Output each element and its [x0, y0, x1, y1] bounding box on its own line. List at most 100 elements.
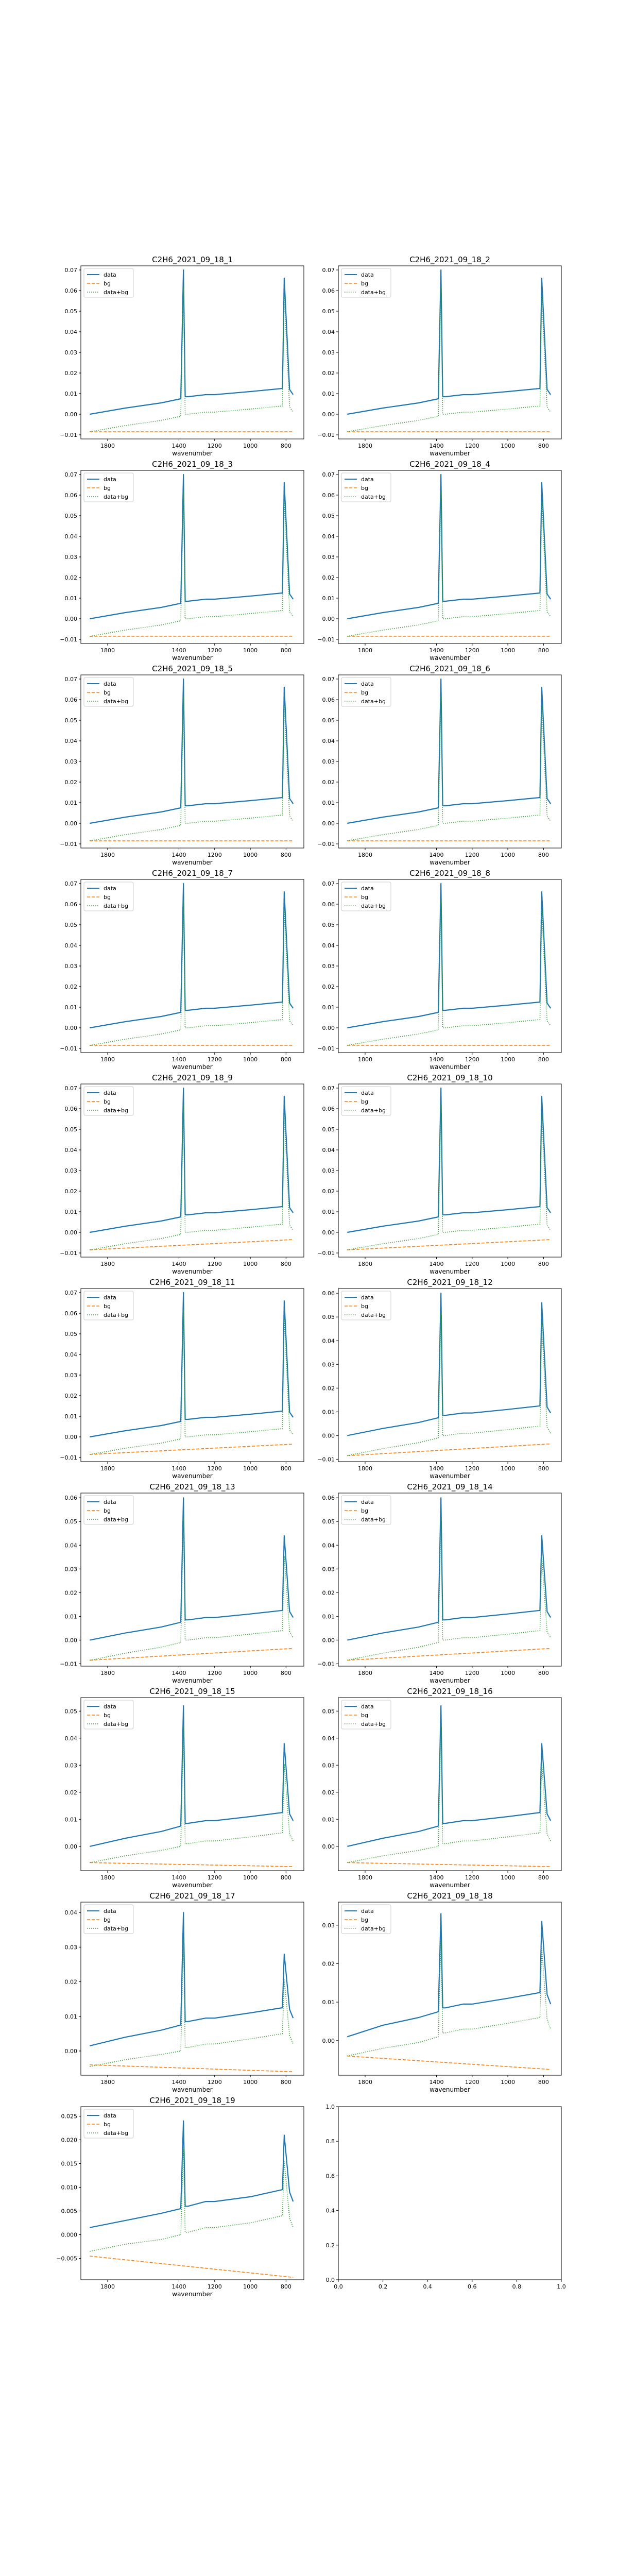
plot-area	[90, 473, 294, 637]
series-line-data-plus-bg	[90, 901, 294, 1046]
legend-label: data+bg	[104, 289, 128, 296]
x-tick-label: 1800	[358, 1465, 372, 1472]
x-tick-label: 1400	[430, 1465, 444, 1472]
series-line-data	[90, 678, 294, 824]
plot-frame	[338, 2106, 562, 2280]
legend-label: data+bg	[104, 2130, 128, 2137]
y-tick-label: 0.02	[322, 370, 335, 377]
subplot-15: 1800 1400 1200 1000 800wavenumber0.000.010.0…	[65, 1687, 304, 1889]
x-axis: 1800 1400 1200 1000 800 wavenumber	[100, 848, 291, 866]
y-tick-label: 0.02	[65, 370, 78, 377]
subplot-6: 1800 1400 1200 1000 800 wavenumber −0.01 0.00 0.…	[317, 664, 562, 866]
series-line-data	[347, 1497, 552, 1641]
series-line-data-plus-bg	[90, 2149, 294, 2252]
legend-box	[341, 1086, 391, 1116]
legend-label: data	[104, 1090, 116, 1096]
y-tick-label: −0.01	[317, 1660, 335, 1667]
x-tick-label: 800	[538, 1465, 549, 1472]
subplot-16: 1800 1400 1200 1000 800wavenumber0.000.010.0…	[322, 1687, 562, 1889]
y-tick-label: 0.06	[322, 901, 335, 908]
y-tick-label: 0.00	[65, 1843, 78, 1850]
x-axis: 1800 1400 1200 1000 800 wavenumber	[358, 1666, 549, 1684]
x-axis: 1800 1400 1200 1000 800 wavenumber	[100, 643, 291, 662]
series-line-data	[90, 269, 294, 415]
plot-area	[90, 883, 294, 1046]
y-tick-label: 0.01	[65, 1613, 78, 1620]
series-line-data	[347, 1087, 552, 1233]
y-tick-label: 0.06	[65, 287, 78, 294]
y-axis: −0.01 0.00 0.01 0.02 0.03 0.04 0.05 0.06	[317, 1290, 338, 1463]
y-tick-label: 0.06	[65, 1106, 78, 1112]
y-axis: −0.01 0.00 0.01 0.02 0.03 0.04 0.05 0.06 0.07	[60, 1290, 81, 1461]
legend: data bg data+bg	[83, 677, 134, 707]
x-tick-label: 1200	[208, 2079, 222, 2086]
y-tick-label: 0.04	[322, 1337, 335, 1344]
y-tick-label: 0.06	[322, 1290, 335, 1297]
legend: data bg data+bg	[83, 1700, 134, 1730]
legend-label: data+bg	[104, 698, 128, 705]
y-tick-label: 0.005	[61, 2208, 78, 2215]
legend-box	[83, 882, 134, 911]
x-tick-label: 1.0	[557, 2283, 566, 2290]
subplot-title: C2H6_2021_09_18_2	[409, 255, 490, 265]
y-tick-label: 0.05	[322, 513, 335, 519]
y-tick-label: 0.00	[322, 1637, 335, 1643]
x-tick-label: 1200	[465, 1465, 479, 1472]
legend-label: data+bg	[361, 1107, 386, 1114]
legend-label: data+bg	[104, 1516, 128, 1523]
legend-label: data	[104, 476, 116, 483]
y-tick-label: 0.015	[61, 2160, 78, 2167]
x-axis: 1800 1400 1200 1000 800 wavenumber	[100, 1666, 291, 1684]
legend-box	[83, 1904, 134, 1934]
x-tick-label: 1000	[243, 2079, 258, 2086]
legend-label: data+bg	[361, 1312, 386, 1318]
y-tick-label: −0.01	[317, 1456, 335, 1463]
x-axis: 1800 1400 1200 1000 800 wavenumber	[358, 1053, 549, 1071]
series-line-data-plus-bg	[90, 1938, 294, 2067]
subplot-title: C2H6_2021_09_18_3	[152, 460, 233, 469]
y-tick-label: 0.06	[65, 492, 78, 499]
legend-label: data	[361, 681, 374, 687]
x-axis: 1800 1400 1200 1000 800 wavenumber	[100, 1053, 291, 1071]
x-tick-label: 1000	[501, 443, 515, 449]
y-tick-label: 0.07	[322, 471, 335, 478]
x-tick-label: 800	[281, 1261, 291, 1267]
legend-label: data	[104, 681, 116, 687]
subplot-title: C2H6_2021_09_18_5	[152, 664, 233, 674]
x-axis-label: wavenumber	[172, 450, 213, 457]
plot-frame	[80, 1697, 304, 1871]
legend-label: data+bg	[104, 1721, 128, 1727]
x-tick-label: 1200	[208, 852, 222, 858]
y-tick-label: 0.01	[322, 1999, 335, 2006]
y-tick-label: 0.06	[322, 697, 335, 703]
x-axis-label: wavenumber	[430, 2086, 470, 2093]
series-line-data-plus-bg	[90, 1310, 294, 1455]
subplot-title: C2H6_2021_09_18_8	[409, 869, 490, 878]
x-tick-label: 800	[281, 1670, 291, 1676]
plot-area	[347, 1293, 552, 1456]
legend: data bg data+bg	[341, 1904, 391, 1934]
y-tick-label: 0.05	[322, 1518, 335, 1525]
y-tick-label: 0.07	[65, 1085, 78, 1092]
y-tick-label: −0.01	[60, 841, 77, 848]
y-axis: 0.00 0.01 0.02 0.03	[322, 1922, 338, 2044]
y-axis: 0.00 0.01 0.02 0.03 0.04	[65, 1909, 81, 2055]
y-tick-label: 0.05	[322, 922, 335, 928]
legend-label: data	[104, 272, 116, 278]
y-tick-label: 0.00	[65, 1434, 78, 1440]
y-tick-label: 0.04	[65, 329, 78, 335]
x-tick-label: 800	[281, 1056, 291, 1063]
y-tick-label: 0.01	[322, 1613, 335, 1620]
series-line-data	[347, 883, 552, 1029]
legend-box	[341, 882, 391, 911]
plot-frame	[80, 1493, 304, 1667]
x-tick-label: 0.6	[468, 2283, 477, 2290]
legend-label: data	[361, 1703, 374, 1710]
legend: data bg data+bg	[83, 472, 134, 502]
x-tick-label: 1000	[243, 1261, 258, 1267]
legend: data bg data+bg	[83, 1086, 134, 1116]
legend-label: data	[361, 1294, 374, 1301]
series-line-data-plus-bg	[347, 1940, 551, 2057]
x-axis-label: wavenumber	[430, 1063, 470, 1071]
plot-area	[347, 678, 552, 841]
